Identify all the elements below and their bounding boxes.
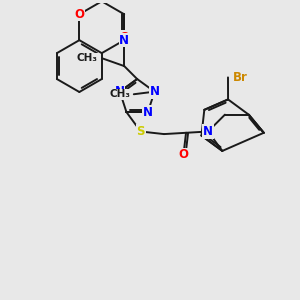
Text: N: N: [115, 85, 125, 98]
Text: O: O: [119, 31, 129, 44]
Text: O: O: [74, 8, 84, 21]
Text: CH₃: CH₃: [109, 89, 130, 99]
Text: S: S: [136, 125, 145, 138]
Text: CH₃: CH₃: [77, 53, 98, 63]
Text: N: N: [143, 106, 153, 118]
Text: N: N: [203, 125, 213, 138]
Text: Br: Br: [232, 71, 247, 84]
Text: N: N: [119, 34, 129, 47]
Text: O: O: [178, 148, 188, 161]
Text: N: N: [149, 85, 160, 98]
